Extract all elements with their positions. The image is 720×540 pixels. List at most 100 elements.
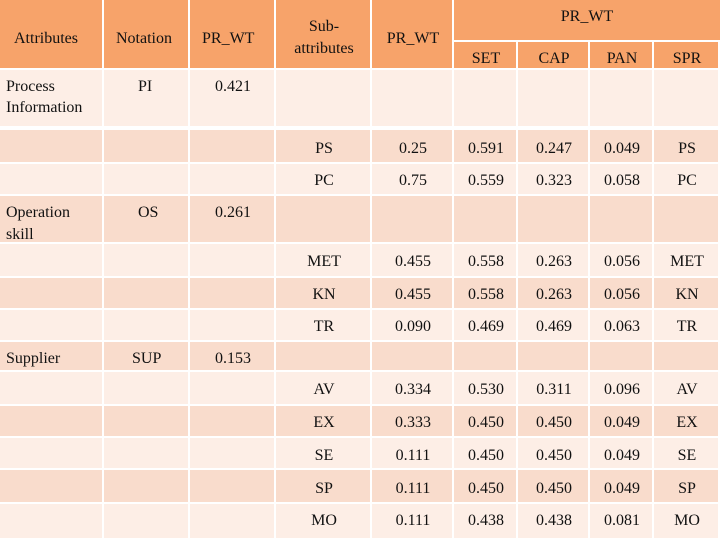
header-pr-wt-sub: PR_WT	[386, 30, 440, 47]
header-pr-wt-group: PR_WT	[560, 8, 614, 25]
header-spr: SPR	[672, 50, 702, 67]
header-set: SET	[471, 50, 501, 67]
table-cell	[276, 196, 370, 242]
table-cell	[104, 372, 188, 404]
table-cell	[0, 372, 102, 404]
table-cell	[654, 278, 718, 308]
cell-set: 0.559	[468, 172, 504, 189]
table-cell	[654, 310, 718, 340]
cell-spr: SE	[677, 447, 697, 464]
cell-sub: PS	[315, 140, 333, 157]
table-cell	[190, 342, 274, 370]
cell-spr: SP	[678, 480, 696, 497]
table-cell	[518, 278, 588, 308]
attribute-notation: PI	[138, 78, 153, 95]
cell-pr: 0.25	[399, 140, 427, 157]
cell-pan: 0.058	[604, 172, 640, 189]
table-cell	[590, 130, 652, 162]
table-cell	[276, 164, 370, 194]
cell-cap: 0.469	[536, 318, 572, 335]
cell-set: 0.450	[468, 447, 504, 464]
table-cell	[104, 244, 188, 276]
cell-pan: 0.056	[604, 286, 640, 303]
table-cell	[518, 342, 588, 370]
table-cell	[0, 70, 102, 126]
table-cell	[654, 70, 718, 126]
table-cell	[518, 438, 588, 468]
table-cell	[104, 130, 188, 162]
table-cell	[590, 504, 652, 538]
cell-pr: 0.111	[395, 512, 431, 529]
table-cell	[0, 164, 102, 194]
table-cell	[372, 310, 452, 340]
table-cell	[454, 310, 516, 340]
table-cell	[104, 278, 188, 308]
table-cell	[372, 470, 452, 502]
table-cell	[104, 164, 188, 194]
cell-cap: 0.311	[536, 381, 572, 398]
cell-set: 0.450	[468, 480, 504, 497]
cell-cap: 0.323	[536, 172, 572, 189]
table-cell	[454, 406, 516, 436]
table-cell	[590, 342, 652, 370]
header-cell	[0, 0, 102, 68]
cell-cap: 0.247	[536, 140, 572, 157]
table-cell	[654, 164, 718, 194]
cell-cap: 0.438	[536, 512, 572, 529]
table-cell	[454, 70, 516, 126]
table-cell	[190, 244, 274, 276]
table-cell	[454, 438, 516, 468]
table-cell	[372, 342, 452, 370]
cell-pr: 0.334	[395, 381, 431, 398]
cell-sub: SP	[315, 480, 333, 497]
table-cell	[0, 438, 102, 468]
table-cell	[518, 244, 588, 276]
table-cell	[190, 470, 274, 502]
table-cell	[372, 504, 452, 538]
table-cell	[104, 504, 188, 538]
table-cell	[518, 406, 588, 436]
table-cell	[454, 504, 516, 538]
cell-sub: SE	[314, 447, 334, 464]
table-cell	[276, 278, 370, 308]
header-pr-wt: PR_WT	[202, 30, 255, 47]
table-cell	[0, 196, 102, 242]
attribute-notation: SUP	[132, 350, 162, 367]
header-sub-attributes-line2: attributes	[294, 40, 354, 57]
table-cell	[654, 372, 718, 404]
table-cell	[276, 372, 370, 404]
cell-pan: 0.081	[604, 512, 640, 529]
cell-pan: 0.096	[604, 381, 640, 398]
cell-spr: EX	[676, 414, 698, 431]
cell-pr: 0.333	[395, 414, 431, 431]
cell-cap: 0.450	[536, 447, 572, 464]
table-cell	[276, 470, 370, 502]
attribute-weight: 0.421	[215, 78, 251, 95]
table-cell	[454, 372, 516, 404]
table-cell	[190, 406, 274, 436]
cell-sub: MET	[307, 253, 341, 270]
table-cell	[276, 406, 370, 436]
cell-spr: MET	[670, 253, 704, 270]
table-cell	[518, 372, 588, 404]
cell-pr: 0.111	[395, 480, 431, 497]
table-cell	[518, 470, 588, 502]
table-cell	[104, 438, 188, 468]
attribute-name-line1: Operation	[6, 204, 70, 221]
table-cell	[372, 406, 452, 436]
table-cell	[190, 70, 274, 126]
table-cell	[454, 244, 516, 276]
table-cell	[276, 438, 370, 468]
table-cell	[190, 310, 274, 340]
table-cell	[190, 196, 274, 242]
table-cell	[590, 244, 652, 276]
table-cell	[276, 310, 370, 340]
header-divider	[454, 40, 720, 42]
header-notation: Notation	[116, 30, 172, 47]
table-cell	[518, 70, 588, 126]
table-cell	[190, 278, 274, 308]
table-cell	[276, 244, 370, 276]
table-cell	[654, 504, 718, 538]
table-cell	[190, 164, 274, 194]
